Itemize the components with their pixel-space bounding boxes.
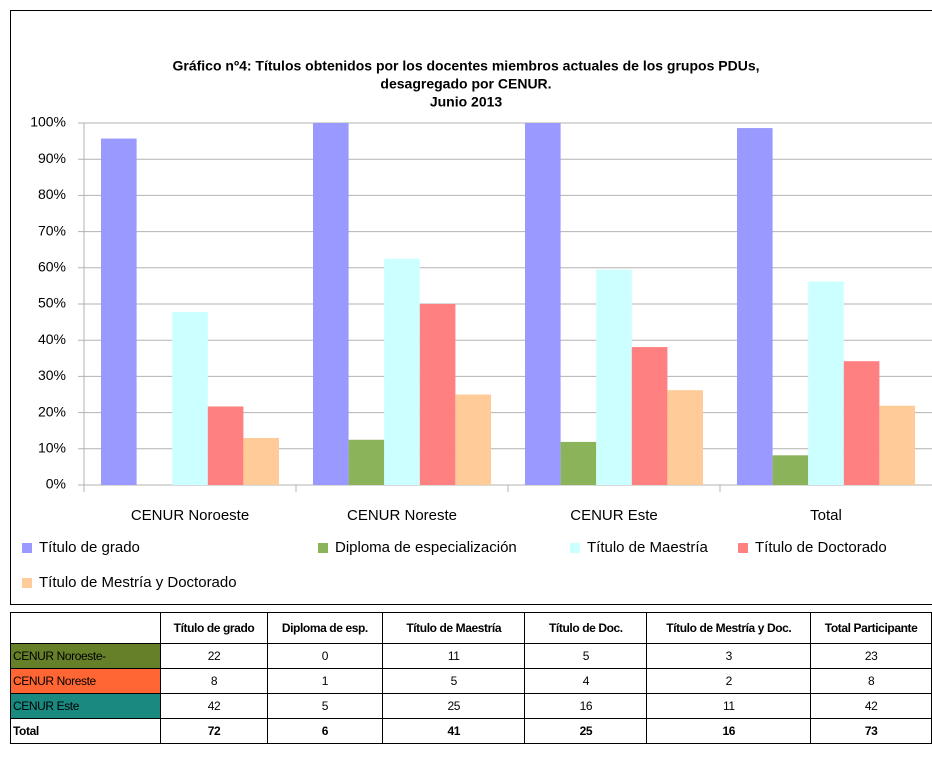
y-tick-label: 70% — [38, 222, 66, 238]
bar — [384, 258, 420, 485]
bar — [313, 123, 349, 485]
y-tick-label: 10% — [38, 440, 66, 456]
bar — [560, 441, 597, 485]
table-cell: 3 — [646, 643, 812, 669]
bar — [207, 406, 244, 485]
bar — [879, 405, 915, 485]
y-tick-label: 50% — [38, 295, 66, 311]
legend-label: Título de Maestría — [587, 539, 709, 556]
x-tick-label: Total — [810, 507, 842, 524]
table-cell: 41 — [382, 718, 526, 744]
chart: Gráfico nº4: Títulos obtenidos por los d… — [10, 10, 932, 605]
bar — [737, 128, 773, 485]
table-cell: 73 — [810, 718, 932, 744]
y-tick-label: 90% — [38, 150, 66, 166]
table-cell: Título de Maestría — [382, 612, 526, 644]
table-cell: 5 — [266, 693, 384, 719]
y-tick-label: 60% — [38, 259, 66, 275]
chart-title: Gráfico nº4: Títulos obtenidos por los d… — [173, 58, 760, 74]
table-row: CENUR Noroeste- 22 0 11 5 3 23 — [9, 643, 932, 669]
bar — [808, 281, 844, 485]
legend-swatch — [738, 543, 748, 553]
table-cell: Título de Doc. — [524, 612, 648, 644]
table-row: CENUR Noreste 8 1 5 4 2 8 — [9, 668, 932, 694]
bar — [631, 347, 668, 485]
legend-swatch — [570, 543, 580, 553]
table-cell: 0 — [266, 643, 384, 669]
table-header: Título de grado Diploma de esp. Título de … — [9, 612, 932, 644]
legend-label: Título de Mestría y Doctorado — [39, 574, 237, 591]
table-cell: 11 — [646, 693, 812, 719]
table-cell: 8 — [160, 668, 268, 694]
y-tick-label: 40% — [38, 331, 66, 347]
table-cell: 72 — [160, 718, 268, 744]
table-cell: 16 — [524, 693, 648, 719]
table-cell: 25 — [382, 693, 526, 719]
table-cell: Diploma de esp. — [266, 612, 384, 644]
bar — [419, 304, 456, 485]
table-cell: CENUR Noroeste- — [9, 643, 162, 669]
table-row: Total 72 6 41 25 16 73 — [9, 718, 932, 744]
table-cell: 42 — [160, 693, 268, 719]
table-cell — [9, 612, 162, 644]
table-cell: Total — [9, 718, 162, 744]
bar — [596, 269, 632, 485]
bar — [172, 311, 208, 485]
table-cell: 22 — [160, 643, 268, 669]
table-row: CENUR Este 42 5 25 16 11 42 — [9, 693, 932, 719]
table-cell: CENUR Este — [9, 693, 162, 719]
table-cell: 42 — [810, 693, 932, 719]
table-cell: 11 — [382, 643, 526, 669]
legend-swatch — [22, 578, 32, 588]
legend-swatch — [318, 543, 328, 553]
y-tick-label: 20% — [38, 403, 66, 419]
table-cell: 4 — [524, 668, 648, 694]
table-cell: Título de Mestría y Doc. — [646, 612, 812, 644]
table-cell: Total Participante — [810, 612, 932, 644]
y-tick-label: 100% — [30, 114, 66, 130]
chart-title: desagregado por CENUR. — [380, 76, 551, 92]
table-cell: 6 — [266, 718, 384, 744]
table-cell: 5 — [524, 643, 648, 669]
legend-swatch — [22, 543, 32, 553]
data-table: Título de grado Diploma de esp. Título de … — [9, 612, 932, 744]
x-tick-label: CENUR Noroeste — [131, 507, 249, 524]
table-cell: 8 — [810, 668, 932, 694]
y-tick-label: 30% — [38, 367, 66, 383]
chart-title: Junio 2013 — [430, 94, 503, 110]
bar — [243, 437, 279, 485]
legend-label: Diploma de especialización — [335, 539, 517, 556]
table-cell: Título de grado — [160, 612, 268, 644]
bar — [525, 123, 561, 485]
legend-label: Título de Doctorado — [755, 539, 887, 556]
table-cell: 2 — [646, 668, 812, 694]
table-cell: 16 — [646, 718, 812, 744]
x-tick-label: CENUR Noreste — [347, 507, 457, 524]
table-cell: 1 — [266, 668, 384, 694]
bar — [348, 439, 385, 485]
bar — [772, 455, 809, 485]
y-tick-label: 0% — [46, 476, 66, 492]
legend-label: Título de grado — [39, 539, 140, 556]
y-tick-label: 80% — [38, 186, 66, 202]
bar — [101, 138, 137, 486]
table-cell: 25 — [524, 718, 648, 744]
bar — [843, 361, 880, 485]
table-cell: 5 — [382, 668, 526, 694]
x-tick-label: CENUR Este — [570, 507, 658, 524]
chart-border — [10, 10, 932, 605]
bar — [455, 394, 491, 485]
table-cell: CENUR Noreste — [9, 668, 162, 694]
bar — [667, 390, 703, 485]
table-cell: 23 — [810, 643, 932, 669]
